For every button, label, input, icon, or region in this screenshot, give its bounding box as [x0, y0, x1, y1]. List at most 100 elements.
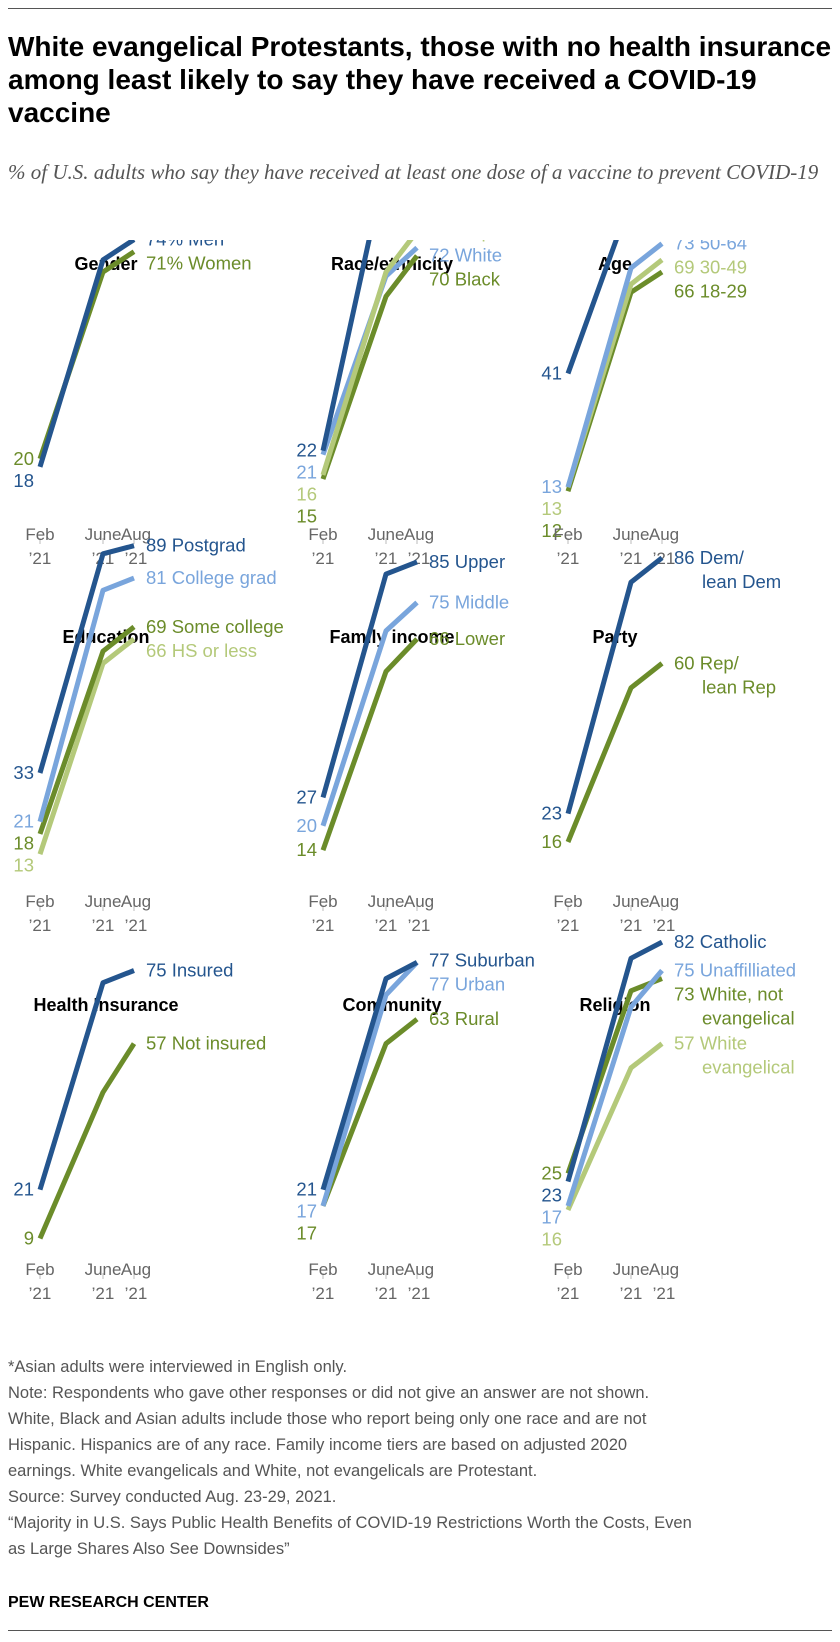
family-income-panel-title: Family income: [329, 627, 454, 647]
race-ethnicity-start-label-black: 15: [296, 506, 317, 527]
religion-end-label-2-white-not-evangelical: evangelical: [702, 1008, 795, 1029]
community-panel-title: Community: [343, 995, 442, 1015]
party-end-label-2-rep-lean-rep: lean Rep: [702, 676, 776, 697]
religion-tick-year-2: ’21: [653, 1284, 676, 1303]
family-income-line-upper: [320, 559, 418, 799]
family-income-tick-year-1: ’21: [375, 916, 398, 935]
education-start-label-college-grad: 21: [13, 811, 34, 832]
party-line-rep-lean-rep: [565, 661, 664, 843]
party-end-label-2-dem-lean-dem: lean Dem: [702, 571, 781, 592]
party-tick-label-2: Aug: [649, 892, 679, 911]
education-start-label-postgrad: 33: [13, 762, 34, 783]
religion-end-label-2-white-evangelical: evangelical: [702, 1057, 795, 1078]
religion-tick-year-0: ’21: [557, 1284, 580, 1303]
age-start-label-50-64: 13: [541, 476, 562, 497]
education-start-label-hs-or-less: 13: [13, 855, 34, 876]
education-tick-year-0: ’21: [29, 916, 52, 935]
family-income-end-label-middle: 75 Middle: [429, 592, 509, 613]
family-income-line-lower: [320, 637, 419, 852]
top-rule: [8, 8, 832, 9]
education-tick-label-1: June: [85, 892, 122, 911]
religion-end-label-white-not-evangelical: 73 White, not: [674, 984, 783, 1005]
religion-tick-label-0: Feb: [553, 1260, 582, 1279]
family-income-end-label-upper: 85 Upper: [429, 551, 505, 572]
community-end-label-suburban: 77 Suburban: [429, 949, 535, 970]
race-ethnicity-end-label-black: 70 Black: [429, 268, 501, 289]
footnotes: *Asian adults were interviewed in Englis…: [8, 1354, 838, 1562]
family-income-tick-year-2: ’21: [408, 916, 431, 935]
education-line-hs-or-less: [37, 637, 136, 855]
community-line-rural: [320, 1017, 419, 1207]
community-start-label-suburban: 21: [296, 1179, 317, 1200]
religion-end-label-white-evangelical: 57 White: [674, 1033, 747, 1054]
education-line-postgrad: [37, 543, 135, 774]
community-end-label-rural: 63 Rural: [429, 1008, 499, 1029]
community-tick-label-2: Aug: [404, 1260, 434, 1279]
religion-panel-title: Religion: [580, 995, 651, 1015]
age-end-label-18-29: 66 18-29: [674, 281, 747, 302]
age-tick-year-1: ’21: [620, 549, 643, 568]
religion-tick-label-2: Aug: [649, 1260, 679, 1279]
religion-start-label-catholic: 23: [541, 1185, 562, 1206]
age-end-label-50-64: 73 50-64: [674, 240, 747, 254]
gender-end-label-men: 74% Men: [146, 240, 224, 250]
chart-subtitle: % of U.S. adults who say they have recei…: [8, 160, 819, 184]
footnote-note-3: Hispanic. Hispanics are of any race. Fam…: [8, 1436, 628, 1454]
gender-start-label-women: 20: [13, 448, 34, 469]
education-end-label-hs-or-less: 66 HS or less: [146, 640, 257, 661]
party-start-label-rep-lean-rep: 16: [541, 831, 562, 852]
race-ethnicity-tick-label-2: Aug: [404, 525, 434, 544]
age-tick-label-2: Aug: [649, 525, 679, 544]
age-start-label-30-49: 13: [541, 498, 562, 519]
family-income-line-middle: [320, 600, 419, 827]
health-insurance-end-label-not-insured: 57 Not insured: [146, 1033, 266, 1054]
religion-start-label-white-not-evangelical: 25: [541, 1163, 562, 1184]
education-start-label-some-college: 18: [13, 833, 34, 854]
age-tick-label-0: Feb: [553, 525, 582, 544]
education-tick-label-0: Feb: [25, 892, 54, 911]
age-start-label-18-29: 12: [541, 520, 562, 541]
gender-tick-year-2: ’21: [125, 549, 148, 568]
race-ethnicity-line-black: [320, 254, 419, 480]
age-line-ages-65: [565, 240, 619, 375]
footnote-asian: *Asian adults were interviewed in Englis…: [8, 1358, 348, 1376]
party-end-label-dem-lean-dem: 86 Dem/: [674, 547, 745, 568]
party-tick-year-0: ’21: [557, 916, 580, 935]
gender-tick-label-2: Aug: [121, 525, 151, 544]
religion-line-white-evangelical: [565, 1041, 664, 1212]
party-line-dem-lean-dem: [565, 555, 664, 815]
health-insurance-tick-year-1: ’21: [92, 1284, 115, 1303]
community-end-label-urban: 77 Urban: [429, 973, 505, 994]
party-tick-year-2: ’21: [653, 916, 676, 935]
footnote-report-2: as Large Shares Also See Downsides”: [8, 1540, 290, 1558]
age-start-label-ages-65: 41: [541, 363, 562, 384]
family-income-tick-year-0: ’21: [312, 916, 335, 935]
family-income-tick-label-1: June: [368, 892, 405, 911]
bottom-rule: [8, 1630, 832, 1631]
community-start-label-urban: 17: [296, 1201, 317, 1222]
race-ethnicity-end-label-hispanic: 76 Hispanic: [429, 240, 526, 241]
chart-title: White evangelical Protestants, those wit…: [8, 31, 832, 128]
race-ethnicity-start-label-white: 21: [296, 462, 317, 483]
age-line-18-29: [565, 269, 664, 493]
age-line-50-64: [565, 241, 664, 488]
health-insurance-tick-label-1: June: [85, 1260, 122, 1279]
health-insurance-end-label-insured: 75 Insured: [146, 960, 233, 981]
community-tick-year-1: ’21: [375, 1284, 398, 1303]
footnote-note-4: earnings. White evangelicals and White, …: [8, 1462, 538, 1480]
religion-start-label-unaffilliated: 17: [541, 1207, 562, 1228]
gender-tick-label-0: Feb: [25, 525, 54, 544]
health-insurance-line-insured: [37, 968, 135, 1191]
race-ethnicity-end-label-white: 72 White: [429, 244, 502, 265]
family-income-tick-label-0: Feb: [308, 892, 337, 911]
footnote-note-2: White, Black and Asian adults include th…: [8, 1410, 647, 1428]
pew-research-center-logo: PEW RESEARCH CENTER: [8, 1594, 209, 1611]
education-tick-label-2: Aug: [121, 892, 151, 911]
health-insurance-start-label-insured: 21: [13, 1179, 34, 1200]
family-income-tick-label-2: Aug: [404, 892, 434, 911]
community-tick-year-2: ’21: [408, 1284, 431, 1303]
gender-start-label-men: 18: [13, 470, 34, 491]
race-ethnicity-tick-year-0: ’21: [312, 549, 335, 568]
race-ethnicity-line-asian: [320, 240, 372, 452]
party-tick-label-1: June: [613, 892, 650, 911]
